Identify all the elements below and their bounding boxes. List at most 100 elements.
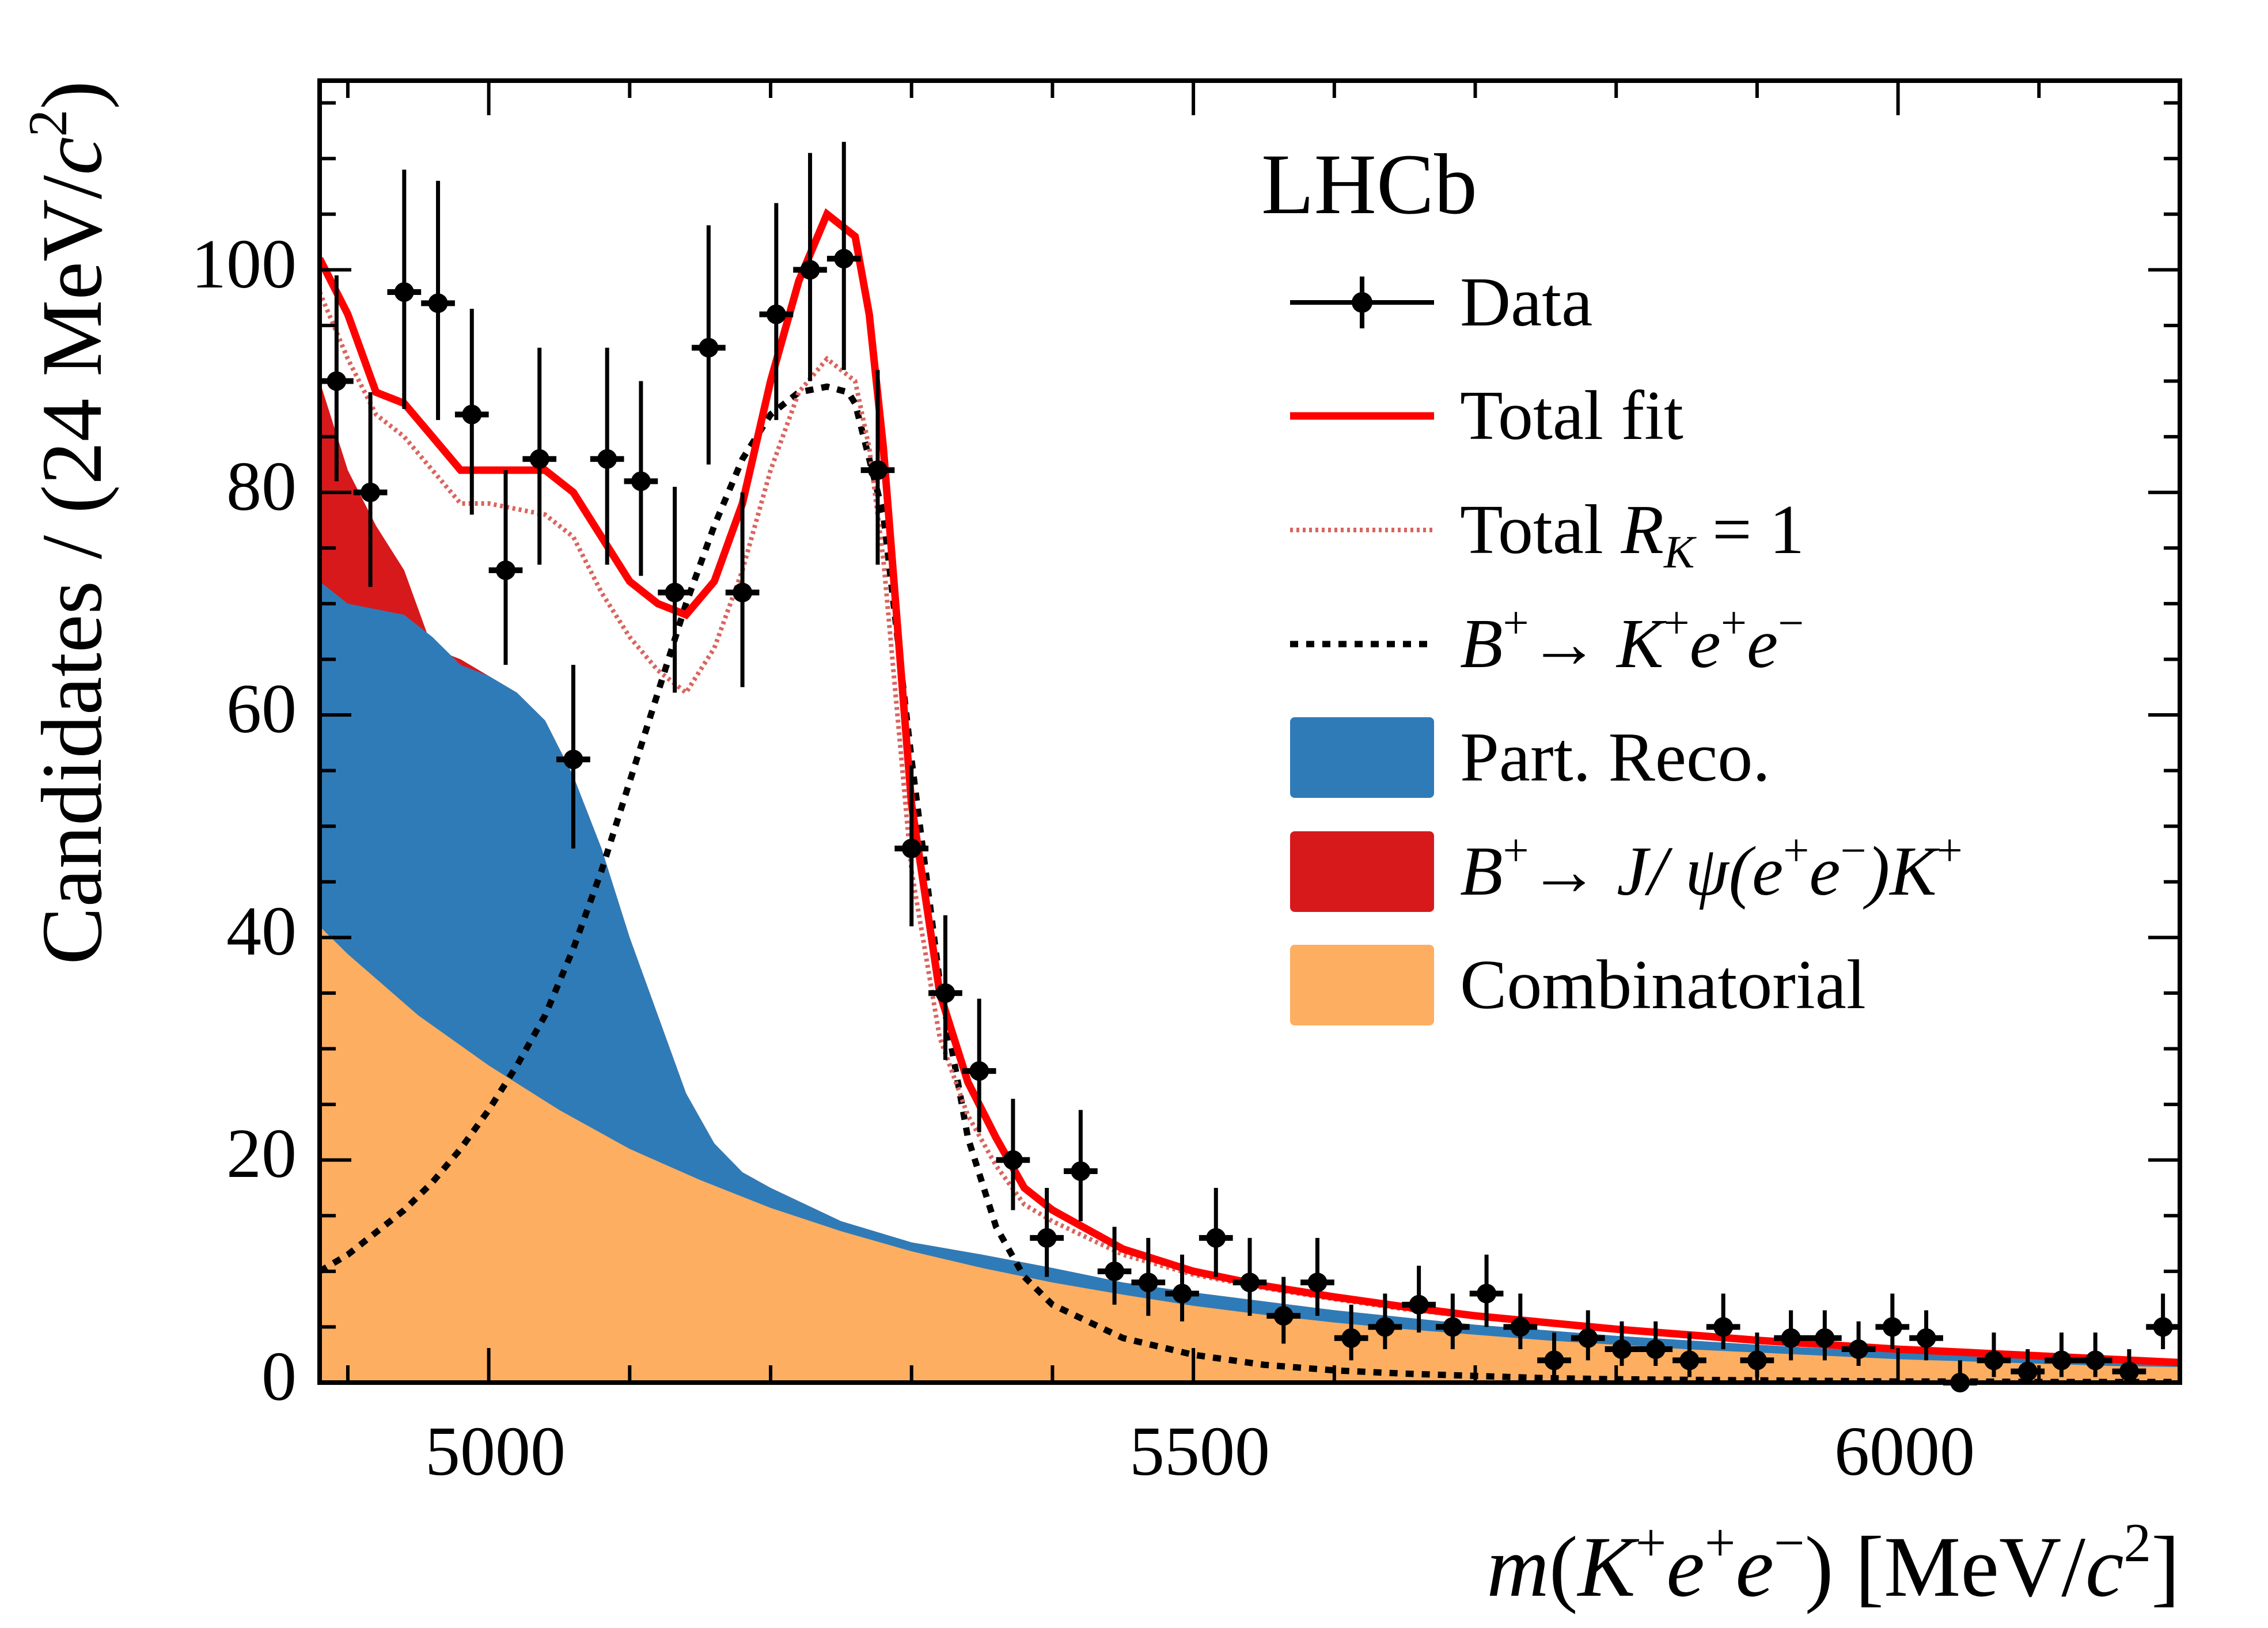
- data-point: [894, 764, 929, 927]
- data-point: [1977, 1332, 2011, 1377]
- data-point: [1841, 1321, 1876, 1366]
- legend-data-label: Data: [1460, 263, 1592, 341]
- data-point: [1232, 1237, 1267, 1316]
- data-marker: [1815, 1328, 1835, 1348]
- data-marker: [496, 560, 515, 580]
- data-marker: [766, 304, 786, 324]
- y-tick-label: 100: [191, 225, 297, 303]
- data-marker: [834, 249, 854, 269]
- legend-jpsi-label: B+→ J/ ψ(e+e−)K+: [1460, 826, 1963, 910]
- total-fit-curve: [320, 208, 2180, 1366]
- data-point: [1131, 1237, 1166, 1316]
- data-marker: [327, 371, 347, 391]
- data-marker: [1273, 1306, 1294, 1326]
- data-point: [658, 487, 692, 693]
- x-tick-label: 5000: [425, 1413, 566, 1490]
- y-tick-label: 40: [226, 892, 297, 970]
- data-point: [624, 381, 658, 576]
- data-point: [488, 470, 523, 665]
- combinatorial-area: [320, 926, 2180, 1383]
- data-marker: [1510, 1317, 1530, 1337]
- legend-data-marker: [1352, 292, 1372, 313]
- data-marker: [1747, 1350, 1767, 1370]
- y-tick-label: 0: [261, 1338, 297, 1415]
- data-marker: [2085, 1350, 2106, 1370]
- data-marker: [2017, 1361, 2038, 1381]
- data-point: [1300, 1237, 1334, 1316]
- data-point: [1334, 1304, 1368, 1361]
- data-marker: [1477, 1284, 1497, 1304]
- data-marker: [699, 338, 719, 358]
- x-axis-label: m(K+e+e−) [MeV/c2]: [1486, 1512, 2180, 1615]
- data-point: [1672, 1332, 1706, 1377]
- data-marker: [1307, 1273, 1328, 1293]
- data-marker: [1206, 1228, 1226, 1248]
- data-point: [1605, 1321, 1639, 1366]
- data-marker: [563, 749, 583, 770]
- data-marker: [1037, 1228, 1057, 1248]
- legend-total-rk1-label: Total RK = 1: [1460, 491, 1804, 578]
- data-marker: [1341, 1328, 1361, 1348]
- data-marker: [597, 449, 617, 469]
- data-point: [387, 169, 422, 409]
- data-point: [1639, 1321, 1673, 1366]
- data-marker: [2119, 1361, 2139, 1381]
- legend-part-reco-label: Part. Reco.: [1460, 718, 1770, 796]
- y-tick-label: 20: [226, 1115, 297, 1192]
- data-point: [725, 492, 760, 687]
- data-marker: [1679, 1350, 1700, 1370]
- legend: LHCb Data Total fit Total RK = 1 B+→ K+e…: [1261, 137, 1963, 1025]
- data-marker: [1003, 1150, 1023, 1170]
- data-marker: [1849, 1339, 1869, 1360]
- data-point: [2112, 1349, 2146, 1383]
- legend-total-fit-label: Total fit: [1460, 377, 1683, 455]
- data-point: [928, 915, 962, 1060]
- data-point: [590, 347, 624, 565]
- legend-combinatorial-swatch: [1290, 945, 1434, 1025]
- data-point: [1064, 1110, 1098, 1221]
- axis-ticks: [320, 81, 2182, 1383]
- data-point: [1266, 1277, 1301, 1344]
- data-point: [1436, 1293, 1470, 1350]
- data-marker: [529, 449, 549, 469]
- data-point: [2078, 1332, 2112, 1377]
- data-marker: [394, 282, 414, 302]
- data-marker: [1240, 1273, 1260, 1293]
- data-point: [1808, 1310, 1842, 1361]
- data-marker: [1781, 1328, 1801, 1348]
- data-point: [1875, 1293, 1910, 1350]
- data-marker: [1645, 1339, 1666, 1360]
- data-marker: [361, 482, 381, 502]
- data-marker: [1071, 1161, 1091, 1181]
- data-point: [1030, 1187, 1064, 1277]
- data-marker: [935, 983, 955, 1003]
- data-point: [1199, 1187, 1233, 1277]
- data-point: [692, 225, 726, 465]
- data-marker: [428, 293, 448, 313]
- data-marker: [1172, 1284, 1192, 1304]
- data-marker: [2153, 1317, 2173, 1337]
- data-point: [454, 308, 489, 515]
- data-marker: [800, 260, 820, 280]
- data-point: [1503, 1293, 1538, 1350]
- experiment-label: LHCb: [1261, 137, 1477, 232]
- data-point: [996, 1099, 1030, 1210]
- data-point: [759, 203, 794, 421]
- data-point: [1706, 1293, 1740, 1350]
- data-marker: [1409, 1294, 1429, 1315]
- data-point: [826, 142, 861, 370]
- data-marker: [1984, 1350, 2004, 1370]
- data-point: [1165, 1254, 1199, 1322]
- x-tick-label: 5500: [1129, 1413, 1270, 1490]
- data-point: [1402, 1266, 1436, 1333]
- data-marker: [665, 582, 685, 603]
- data-marker: [462, 404, 482, 425]
- legend-combinatorial-label: Combinatorial: [1460, 946, 1866, 1024]
- data-marker: [1138, 1273, 1158, 1293]
- data-point: [1097, 1226, 1132, 1305]
- data-point: [1368, 1293, 1402, 1350]
- data-marker: [631, 471, 651, 491]
- data-point: [522, 347, 557, 565]
- data-marker: [1443, 1317, 1463, 1337]
